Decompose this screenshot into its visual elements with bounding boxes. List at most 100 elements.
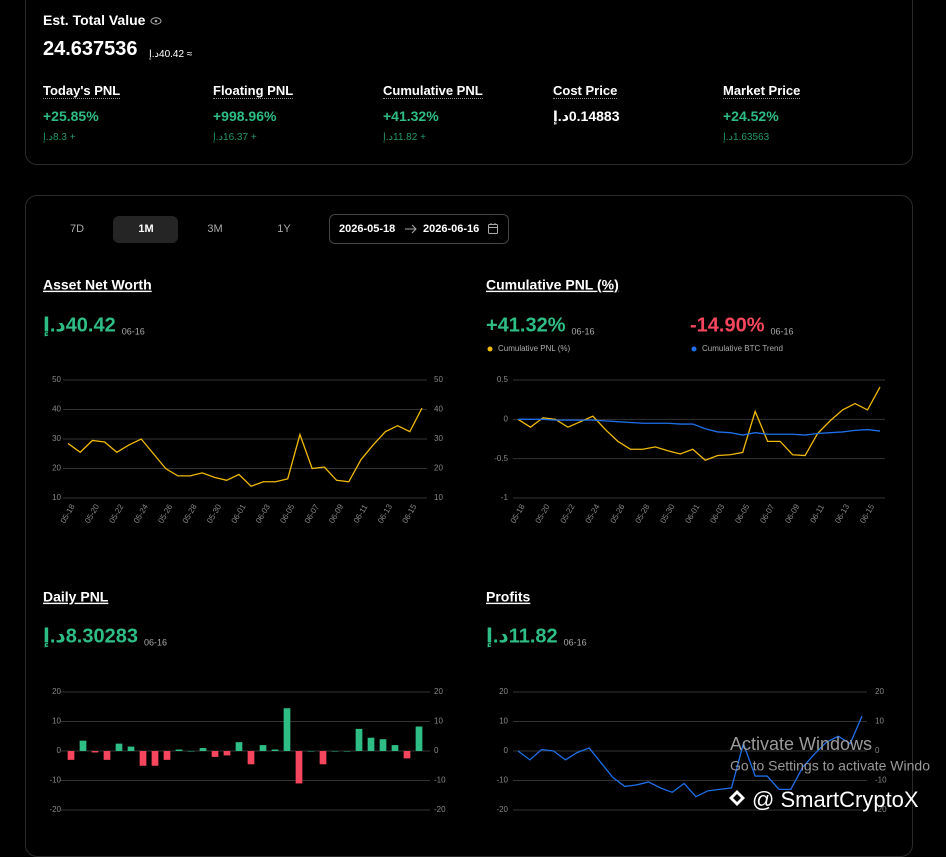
stat-value: +998.96%	[213, 108, 277, 124]
stat-label: Market Price	[723, 83, 801, 99]
bar	[391, 745, 399, 751]
tab[interactable]: 1Y	[277, 223, 291, 235]
x-tick-label: 05-22	[107, 502, 125, 525]
y2-tick-label: 10	[434, 493, 443, 502]
calendar-icon[interactable]	[487, 222, 499, 235]
x-tick-label: 06-03	[708, 502, 726, 525]
x-tick-label: 06-07	[303, 502, 321, 525]
headline-value: 8.30283د.إ	[43, 625, 138, 647]
bar	[319, 751, 327, 765]
y-tick-label: 40	[52, 405, 61, 414]
line	[67, 407, 423, 487]
headline-value: 11.82د.إ	[486, 625, 558, 647]
page: Est. Total Value 24.637536 ≈ 40.42د.إ 20…	[25, 0, 931, 857]
y2-tick-label: 10	[434, 717, 443, 726]
x-tick-label: 05-20	[83, 502, 101, 525]
bar	[235, 742, 243, 751]
y-tick-label: -10	[49, 776, 61, 785]
watermark-activate: Activate Windows	[730, 734, 872, 754]
x-tick-label: 06-11	[808, 502, 826, 524]
y-tick-label: -10	[496, 776, 508, 785]
x-tick-label: 05-24	[584, 502, 602, 525]
y-tick-label: 20	[52, 687, 61, 696]
y2-tick-label: -10	[434, 776, 446, 785]
bar	[295, 751, 303, 784]
y2-tick-label: 0	[434, 746, 439, 755]
bar	[331, 751, 339, 752]
tab[interactable]: 3M	[207, 223, 223, 235]
date-start: 2026-05-18	[339, 223, 396, 235]
y-tick-label: 20	[52, 464, 61, 473]
headline-date: 06-16	[572, 326, 595, 336]
arrow-icon	[405, 224, 417, 234]
stat-sub: 1.63563د.إ	[723, 132, 770, 143]
y2-tick-label: 0	[875, 746, 880, 755]
bar	[403, 751, 411, 759]
y2-tick-label: -20	[875, 805, 887, 814]
chart-title: Asset Net Worth	[43, 277, 152, 293]
headline-date: 06-16	[771, 326, 794, 336]
headline-value: 40.42د.إ	[43, 314, 116, 336]
x-tick-label: 06-09	[783, 502, 801, 525]
stat-value: +24.52%	[723, 108, 779, 124]
y-tick-label: 30	[52, 434, 61, 443]
x-tick-label: 05-28	[633, 502, 651, 525]
stat-sub: + 11.82د.إ	[383, 132, 426, 143]
stat-label: Cost Price	[553, 83, 618, 99]
bar	[127, 746, 135, 751]
y-tick-label: 20	[499, 687, 508, 696]
chart-title: Daily PNL	[43, 589, 109, 605]
x-tick-label: 05-28	[181, 502, 199, 525]
bar	[343, 751, 351, 752]
stat-value: 0.14883د.إ	[553, 108, 620, 124]
x-tick-label: 06-13	[376, 502, 394, 525]
chart-title: Profits	[486, 589, 531, 605]
line	[518, 418, 881, 436]
y-tick-label: 0	[57, 746, 62, 755]
headline-date: 06-16	[144, 637, 167, 647]
bar	[115, 743, 123, 751]
bar	[151, 751, 159, 766]
y2-tick-label: 10	[875, 717, 884, 726]
stat-sub: + 8.3د.إ	[43, 132, 76, 143]
y-tick-label: 10	[499, 717, 508, 726]
bar	[175, 749, 183, 751]
bar	[379, 739, 387, 751]
y2-tick-label: 40	[434, 405, 443, 414]
y-tick-label: -0.5	[494, 454, 508, 463]
x-tick-label: 06-13	[833, 502, 851, 525]
line	[517, 386, 881, 461]
watermark-settings: Go to Settings to activate Windo	[730, 758, 930, 774]
legend-label: Cumulative BTC Trend	[702, 344, 783, 353]
bar	[187, 751, 195, 752]
x-tick-label: 05-22	[559, 502, 577, 525]
stat-sub: + 16.37د.إ	[213, 132, 257, 143]
x-tick-label: 06-05	[278, 502, 296, 525]
stat-value: +41.32%	[383, 108, 439, 124]
total-value: 24.637536	[43, 38, 138, 60]
x-tick-label: 06-09	[327, 502, 345, 525]
stat-label: Floating PNL	[213, 83, 294, 99]
y-tick-label: 0	[504, 746, 509, 755]
summary-card	[25, 0, 913, 165]
bar	[415, 726, 423, 751]
x-tick-label: 06-05	[733, 502, 751, 525]
bar	[211, 751, 219, 757]
tab[interactable]: 1M	[138, 223, 154, 235]
tab[interactable]: 7D	[69, 223, 85, 235]
stat-value: +25.85%	[43, 108, 99, 124]
eye-icon[interactable]	[150, 15, 162, 27]
x-tick-label: 06-15	[858, 502, 876, 525]
date-range-box[interactable]	[329, 214, 509, 244]
bar	[139, 751, 147, 766]
x-tick-label: 06-07	[758, 502, 776, 525]
bar	[367, 737, 375, 751]
date-end: 2026-06-16	[423, 223, 480, 235]
y-tick-label: 10	[52, 717, 61, 726]
legend-label: Cumulative PNL (%)	[498, 344, 571, 353]
bar	[223, 751, 231, 756]
headline-value: -14.90%	[690, 314, 765, 336]
y2-tick-label: 20	[434, 687, 443, 696]
headline-value: +41.32%	[486, 314, 566, 336]
legend-dot	[487, 346, 493, 352]
